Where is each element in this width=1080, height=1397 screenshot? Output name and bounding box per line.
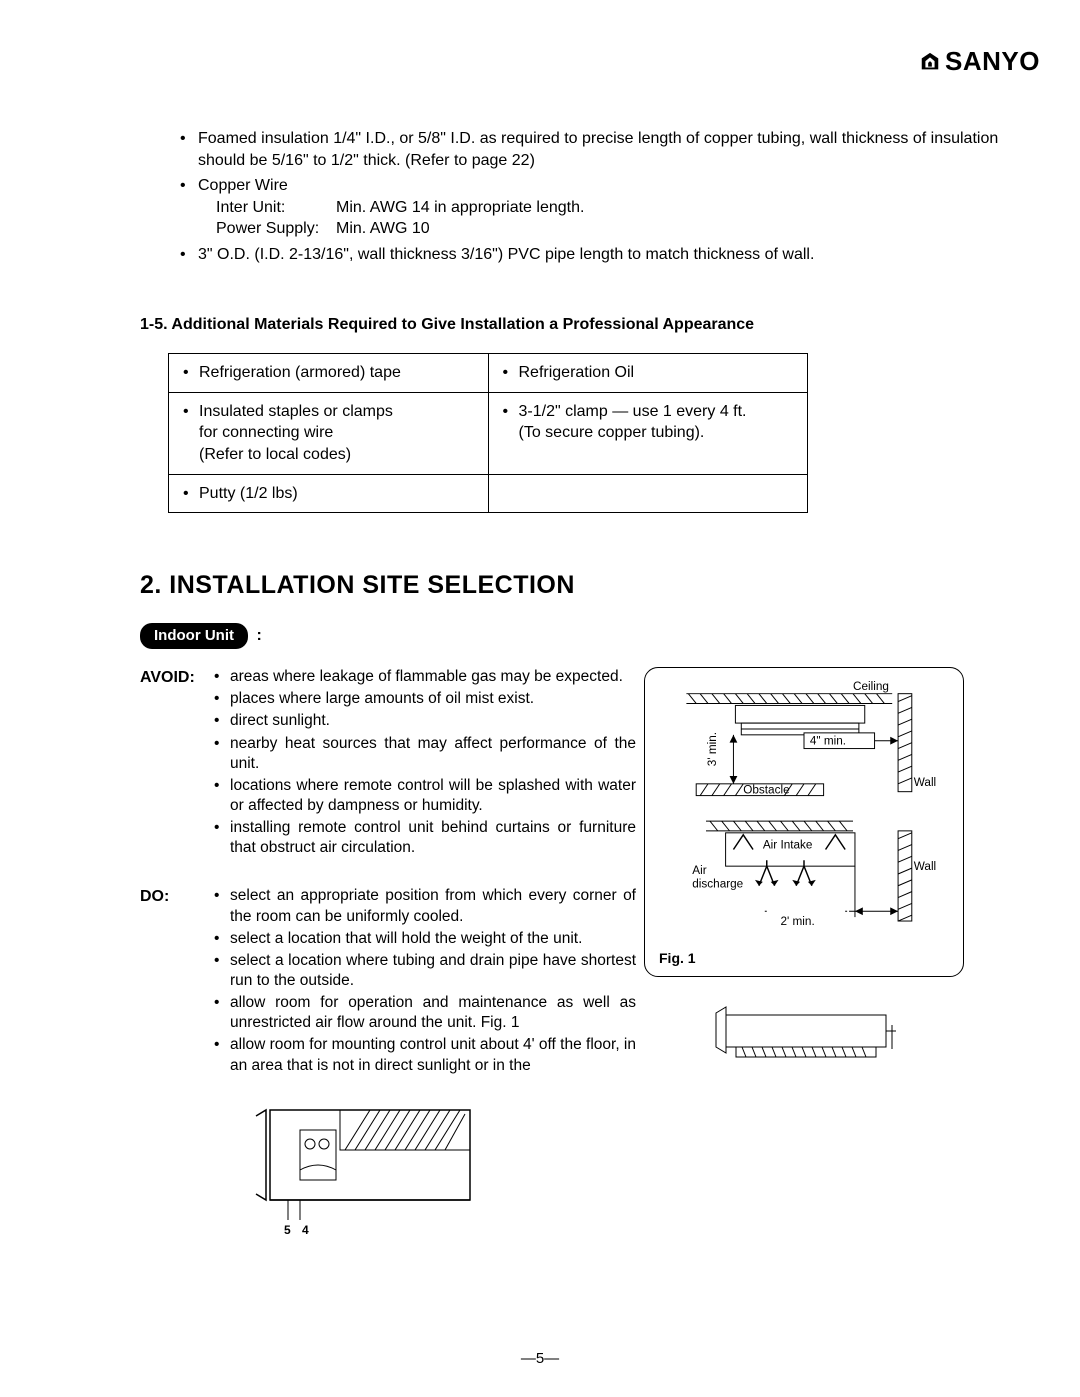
page-number: —5— (521, 1350, 559, 1367)
indoor-unit-pill: Indoor Unit (140, 623, 248, 649)
avoid-item: areas where leakage of flammable gas may… (214, 667, 636, 687)
svg-text:Wall: Wall (914, 860, 936, 873)
intro-item-copper-wire: Copper Wire Inter Unit: Min. AWG 14 in a… (180, 175, 1040, 240)
svg-text:Wall: Wall (914, 776, 936, 789)
avoid-item: installing remote control unit behind cu… (214, 818, 636, 858)
cell-staples: Insulated staples or clamps for connecti… (183, 401, 474, 466)
brand-logo: SANYO (919, 46, 1040, 77)
inter-unit-label: Inter Unit: (216, 197, 336, 219)
intro-item-pvc: 3" O.D. (I.D. 2-13/16", wall thickness 3… (180, 244, 1040, 266)
svg-text:Air: Air (692, 864, 706, 877)
do-item: select an appropriate position from whic… (214, 886, 636, 926)
svg-text:discharge: discharge (692, 878, 743, 891)
do-item: allow room for mounting control unit abo… (214, 1035, 636, 1075)
cell-putty: Putty (1/2 lbs) (183, 483, 474, 505)
copper-wire-head: Copper Wire (198, 177, 288, 194)
svg-text:Ceiling: Ceiling (853, 680, 889, 693)
do-label: DO: (140, 886, 214, 1077)
dim-4: 4 (302, 1223, 309, 1237)
do-group: DO: select an appropriate position from … (140, 886, 636, 1077)
unit-diagram-right (680, 1005, 900, 1082)
inter-unit-value: Min. AWG 14 in appropriate length. (336, 197, 584, 219)
avoid-group: AVOID: areas where leakage of flammable … (140, 667, 636, 860)
do-item: select a location where tubing and drain… (214, 951, 636, 991)
cell-refrig-tape: Refrigeration (armored) tape (183, 362, 474, 384)
do-item: select a location that will hold the wei… (214, 929, 636, 949)
svg-text:Air Intake: Air Intake (763, 839, 813, 852)
unit-diagram-left: 5 4 (240, 1100, 636, 1247)
figure-1-label: Fig. 1 (659, 949, 696, 968)
figure-1-box: Ceiling (644, 667, 964, 977)
power-supply-value: Min. AWG 10 (336, 218, 430, 240)
sanyo-mark-icon (919, 51, 941, 73)
brand-text: SANYO (945, 46, 1040, 77)
power-supply-label: Power Supply: (216, 218, 336, 240)
intro-item-insulation: Foamed insulation 1/4" I.D., or 5/8" I.D… (180, 128, 1040, 171)
section-1-5-heading: 1-5. Additional Materials Required to Gi… (140, 314, 1040, 336)
avoid-item: nearby heat sources that may affect perf… (214, 734, 636, 774)
svg-text:4" min.: 4" min. (810, 735, 846, 748)
section-2-heading: 2. INSTALLATION SITE SELECTION (140, 569, 1040, 603)
intro-bullet-list: Foamed insulation 1/4" I.D., or 5/8" I.D… (40, 128, 1040, 266)
dim-5: 5 (284, 1223, 291, 1237)
avoid-item: locations where remote control will be s… (214, 776, 636, 816)
do-item: allow room for operation and maintenance… (214, 993, 636, 1033)
avoid-item: direct sunlight. (214, 711, 636, 731)
cell-clamp: 3-1/2" clamp — use 1 every 4 ft. (To sec… (503, 401, 794, 444)
svg-text:3' min.: 3' min. (706, 732, 719, 766)
svg-text:Obstacle: Obstacle (743, 784, 790, 797)
pill-colon: : (256, 627, 261, 644)
cell-refrig-oil: Refrigeration Oil (503, 362, 794, 384)
materials-table: Refrigeration (armored) tape Refrigerati… (168, 353, 808, 513)
svg-text:2' min.: 2' min. (780, 915, 814, 928)
avoid-item: places where large amounts of oil mist e… (214, 689, 636, 709)
avoid-label: AVOID: (140, 667, 214, 860)
